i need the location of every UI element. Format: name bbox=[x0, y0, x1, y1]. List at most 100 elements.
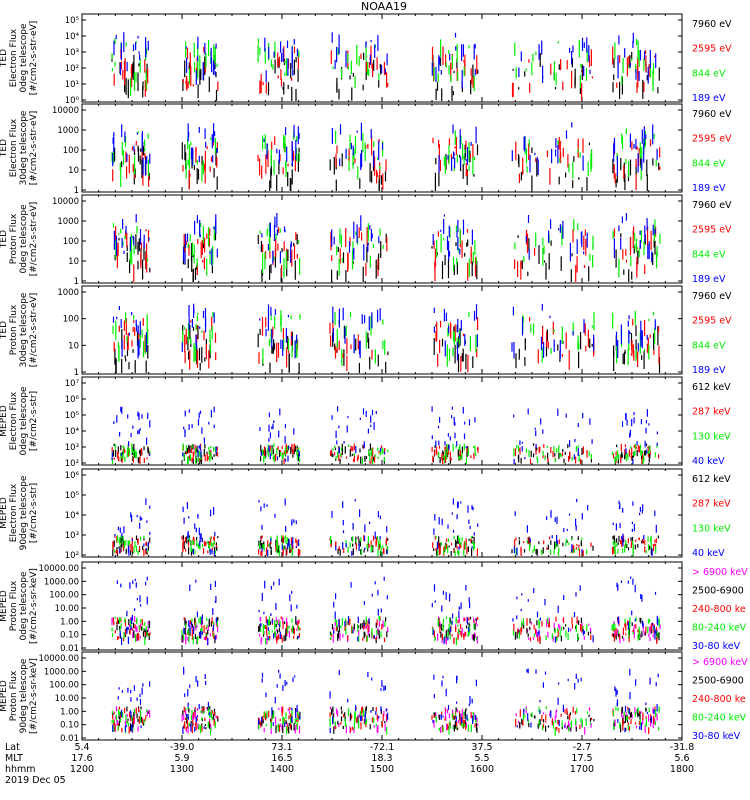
legend-entry: 2500-6900 bbox=[692, 586, 744, 597]
y-tick-label: 1 bbox=[74, 186, 79, 196]
y-tick-label: 10³ bbox=[65, 48, 79, 58]
y-tick-label: 100.00 bbox=[49, 591, 79, 601]
y-axis-label: TED Electron Flux 30deg telescope [#/cm2-s-… bbox=[0, 110, 39, 185]
panel-meped-p-0: MEPED Proton Flux 0deg telescope [#/cm2-s-s… bbox=[0, 561, 748, 654]
y-axis-label-line: Electron Flux bbox=[9, 391, 19, 450]
y-axis-label-line: 30deg telescope bbox=[19, 110, 29, 185]
y-axis-label-line: [#/cm2-s-str-eV] bbox=[29, 21, 39, 96]
legend-entry: 240-800 ke bbox=[692, 694, 746, 705]
y-axis-label-line: Electron Flux bbox=[9, 483, 19, 542]
y-axis-label-line: [#/cm2-s-str-eV] bbox=[29, 202, 39, 277]
y-axis-label-line: [#/cm2-s-sr-keV] bbox=[29, 568, 39, 644]
panel-ted-p-0: TED Proton Flux 0deg telescope [#/cm2-s-str… bbox=[0, 194, 732, 287]
legend-entry: 2595 eV bbox=[692, 225, 732, 236]
y-axis-label-line: MEPED bbox=[0, 405, 9, 437]
y-axis-label-line: MEPED bbox=[0, 680, 9, 712]
y-tick-label: 10⁵ bbox=[65, 411, 79, 421]
y-axis-label-line: Electron Flux bbox=[9, 28, 19, 87]
y-axis-label-line: 30deg telescope bbox=[19, 292, 29, 367]
y-tick-label: 10 bbox=[68, 341, 79, 351]
legend-entry: 189 eV bbox=[692, 93, 726, 104]
y-tick-label: 10⁵ bbox=[65, 491, 79, 501]
y-tick-label: 100 bbox=[63, 237, 79, 247]
y-tick-label: 10⁰ bbox=[65, 96, 80, 106]
panel-meped-p-90: MEPED Proton Flux 90deg telescope [#/cm2-s-… bbox=[0, 651, 748, 744]
legend-entry: 7960 eV bbox=[692, 291, 732, 302]
y-tick-label: 1000.00 bbox=[44, 667, 79, 677]
y-tick-label: 10 bbox=[68, 257, 79, 267]
legend-entry: 287 keV bbox=[692, 499, 731, 510]
legend-entry: 80-240 keV bbox=[692, 623, 747, 634]
legend-entry: 130 keV bbox=[692, 431, 731, 442]
y-tick-label: 10⁴ bbox=[65, 511, 80, 521]
y-tick-label: 10³ bbox=[65, 531, 79, 541]
y-axis-label-line: 0deg telescope bbox=[19, 204, 29, 274]
y-tick-label: 10.00 bbox=[55, 604, 79, 614]
legend-entry: 189 eV bbox=[692, 274, 726, 285]
panel-frame bbox=[81, 285, 683, 375]
y-tick-label: 10 bbox=[68, 166, 79, 176]
legend-entry: 612 keV bbox=[692, 474, 731, 485]
y-tick-label: 1.00 bbox=[60, 617, 79, 627]
y-axis-label-line: Electron Flux bbox=[9, 118, 19, 177]
panel-meped-e-90: MEPED Electron Flux 90deg telescope [#/cm2-… bbox=[0, 468, 731, 561]
y-tick-label: 10000.00 bbox=[38, 654, 79, 664]
y-axis-label: MEPED Proton Flux 0deg telescope [#/cm2-s-s… bbox=[0, 568, 39, 644]
legend-entry: 612 keV bbox=[692, 382, 731, 393]
y-axis-label-line: MEPED bbox=[0, 497, 9, 529]
y-tick-label: 0.01 bbox=[60, 644, 79, 654]
panel-frame bbox=[81, 561, 683, 651]
y-axis-label-line: Proton Flux bbox=[9, 670, 19, 721]
legend-entry: 130 keV bbox=[692, 523, 731, 534]
y-axis-label-line: 0deg telescope bbox=[19, 571, 29, 641]
legend-entry: 2500-6900 bbox=[692, 676, 744, 687]
y-tick-label: 10.00 bbox=[55, 694, 79, 704]
panel-meped-e-0: MEPED Electron Flux 0deg telescope [#/cm2-s… bbox=[0, 376, 731, 469]
legend-entry: 240-800 ke bbox=[692, 604, 746, 615]
y-tick-label: 10000 bbox=[52, 197, 79, 207]
y-tick-label: 10³ bbox=[65, 443, 79, 453]
y-axis-label-line: [#/cm2-s-str] bbox=[29, 483, 39, 543]
y-tick-label: 10000 bbox=[52, 106, 79, 116]
legend-entry: 7960 eV bbox=[692, 200, 732, 211]
y-axis-label-line: 90deg telescope bbox=[19, 658, 29, 733]
y-tick-label: 10000.00 bbox=[38, 564, 79, 574]
y-tick-label: 10⁴ bbox=[65, 32, 80, 42]
y-tick-label: 10² bbox=[65, 551, 79, 561]
y-tick-label: 10² bbox=[65, 459, 79, 469]
y-axis-label: MEPED Electron Flux 0deg telescope [#/cm2-s… bbox=[0, 386, 39, 456]
y-axis-label-line: Proton Flux bbox=[9, 213, 19, 264]
y-tick-label: 1 bbox=[74, 368, 79, 378]
legend-entry: 7960 eV bbox=[692, 109, 732, 120]
y-tick-label: 10⁴ bbox=[65, 427, 80, 437]
y-tick-label: 10⁶ bbox=[65, 471, 80, 481]
y-axis-label-line: Proton Flux bbox=[9, 580, 19, 631]
legend-entry: 80-240 keV bbox=[692, 713, 747, 724]
legend-entry: 2595 eV bbox=[692, 134, 732, 145]
y-tick-label: 1.00 bbox=[60, 707, 79, 717]
y-axis-label-line: 90deg telescope bbox=[19, 475, 29, 550]
y-tick-label: 10² bbox=[65, 64, 79, 74]
y-axis-label-line: TED bbox=[0, 139, 9, 158]
legend-entry: 189 eV bbox=[692, 365, 726, 376]
y-axis-label-line: [#/cm2-s-str-eV] bbox=[29, 111, 39, 186]
legend-entry: 40 keV bbox=[692, 456, 725, 467]
legend-entry: 40 keV bbox=[692, 548, 725, 559]
y-tick-label: 100.00 bbox=[49, 681, 79, 691]
legend-entry: 7960 eV bbox=[692, 19, 732, 30]
legend-entry: 287 keV bbox=[692, 407, 731, 418]
y-axis-label-line: TED bbox=[0, 230, 9, 249]
legend-entry: 844 eV bbox=[692, 68, 726, 79]
y-axis-label-line: [#/cm2-s-sr-keV] bbox=[29, 658, 39, 734]
legend-entry: > 6900 keV bbox=[692, 567, 748, 578]
legend-entry: 2595 eV bbox=[692, 316, 732, 327]
y-axis-label: TED Proton Flux 30deg telescope [#/cm2-s-st… bbox=[0, 292, 39, 367]
y-axis-label-line: 0deg telescope bbox=[19, 386, 29, 456]
y-axis-label-line: [#/cm2-s-str-eV] bbox=[29, 293, 39, 368]
panel-frame bbox=[81, 468, 683, 558]
y-axis-label-line: TED bbox=[0, 321, 9, 340]
y-tick-label: 10⁷ bbox=[65, 379, 80, 389]
y-axis-label-line: 0deg telescope bbox=[19, 23, 29, 93]
legend-entry: 30-80 keV bbox=[692, 731, 741, 742]
